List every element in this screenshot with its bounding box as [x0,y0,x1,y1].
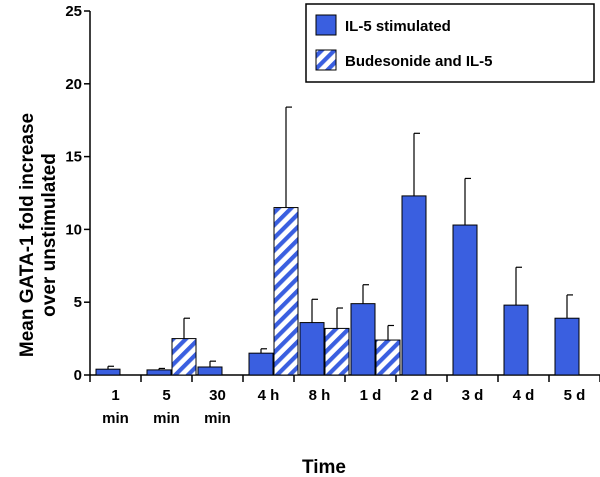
y-tick-label: 10 [65,221,82,238]
x-tick-label: 3 d [462,387,484,404]
bar-budesonide [171,338,197,376]
x-tick-label: 8 h [309,387,331,404]
x-tick-label: 1 d [360,387,382,404]
legend-label-il5: IL-5 stimulated [345,18,451,35]
bar-il5 [554,317,580,376]
x-axis-title: Time [302,457,346,477]
y-tick-label: 15 [65,149,82,166]
plot-area: 0 5 10 15 20 25 1 min 5 min 30 min 4 h 8 h 1 d 2 d 3 d 4 … [65,3,600,427]
bar-il5 [146,369,172,376]
y-tick-label: 25 [65,3,82,20]
x-tick-label: 2 d [411,387,433,404]
x-tick-label: min [204,410,231,427]
bar-il5 [248,352,274,376]
legend-box [305,3,595,83]
x-tick-label: 1 [111,387,119,404]
x-tick-label: min [153,410,180,427]
bar-il5 [401,195,427,376]
bar-budesonide [273,207,299,376]
bar-il5 [197,366,223,376]
legend-swatch-il5 [315,14,337,36]
y-tick-label: 5 [74,294,82,311]
x-tick-label: 5 d [564,387,586,404]
x-tick-label: 5 [162,387,170,404]
bar-il5 [503,304,529,376]
x-tick-label: min [102,410,129,427]
bar-budesonide [375,339,401,376]
legend-swatch-budesonide [315,49,337,71]
legend: IL-5 stimulated Budesonide and IL-5 [305,3,595,83]
y-tick-label: 20 [65,76,82,93]
x-tick-label: 4 d [513,387,535,404]
bar-il5 [452,224,478,376]
legend-label-budesonide: Budesonide and IL-5 [345,53,493,70]
bar-il5 [299,322,325,376]
y-axis-title-line-2: over unstimulated [39,153,60,317]
y-tick-label: 0 [74,367,82,384]
y-axis-title-line-1: Mean GATA-1 fold increase [17,113,38,357]
bar-budesonide [324,327,350,376]
bar-il5 [350,303,376,376]
bar-il5 [95,368,121,376]
x-tick-label: 4 h [258,387,280,404]
x-tick-label: 30 [209,387,226,404]
y-axis-title: Mean GATA-1 fold increase over unstimula… [17,113,60,357]
